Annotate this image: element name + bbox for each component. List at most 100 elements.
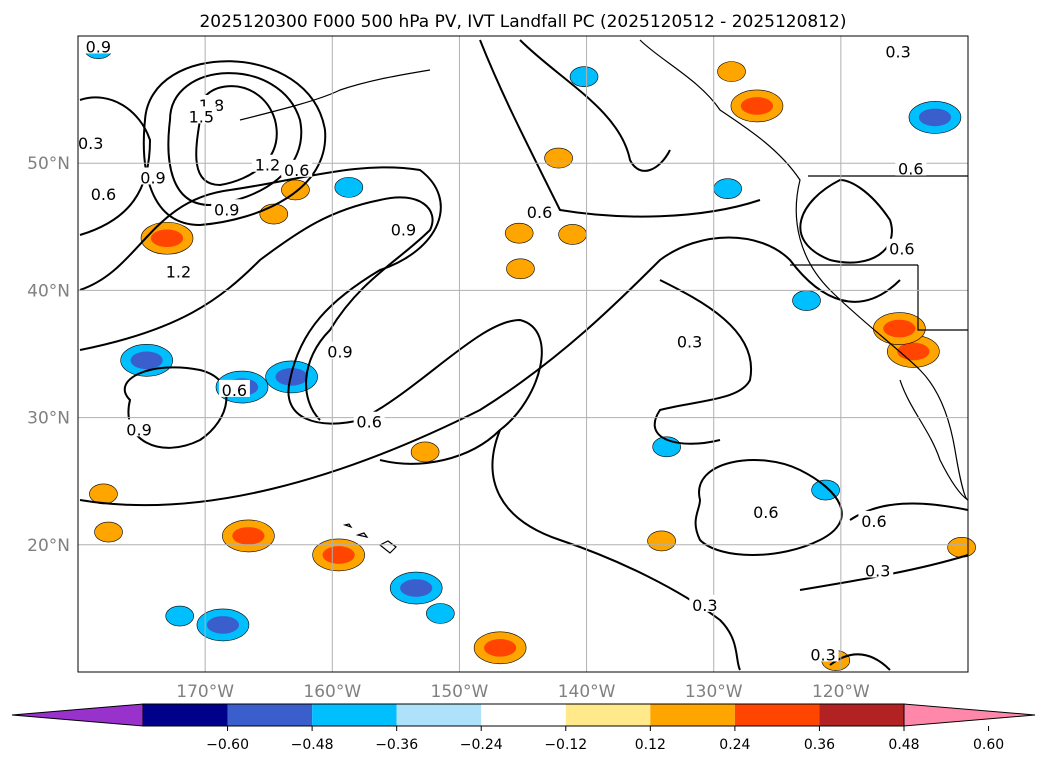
contour-label-bg	[75, 133, 107, 151]
pv-contour-line	[123, 366, 228, 449]
pv-contour-line	[79, 96, 152, 236]
contour-label-bg	[858, 510, 890, 528]
contour-label: 0.9	[140, 168, 165, 187]
negative-ivt-anomaly	[569, 66, 599, 88]
colorbar-segment	[565, 704, 651, 726]
negative-ivt-anomaly	[196, 608, 250, 642]
contour-label: 0.6	[222, 381, 247, 400]
shade-inner	[130, 351, 163, 370]
colorbar-tick-label: 0.60	[973, 737, 1004, 753]
contour-label: 0.3	[885, 43, 910, 62]
shade-outer	[506, 258, 535, 280]
shade-outer	[792, 290, 821, 311]
colorbar-frame	[142, 703, 905, 727]
longitude-tick-label: 140°W	[558, 682, 616, 702]
map-background	[78, 36, 968, 672]
positive-ivt-anomaly	[873, 312, 926, 345]
colorbar-tick-label: −0.24	[460, 737, 503, 753]
shade-inner	[897, 342, 930, 361]
shade-inner	[150, 229, 184, 248]
positive-ivt-anomaly	[259, 203, 289, 225]
contour-label-bg	[524, 201, 556, 219]
contour-label: 0.9	[214, 200, 239, 219]
pv-contour-line	[519, 39, 671, 172]
shade-outer	[569, 66, 599, 88]
colorbar-extend-max	[903, 703, 1036, 727]
colorbar-segment	[396, 704, 482, 726]
latitude-tick-label: 40°N	[27, 281, 70, 301]
negative-ivt-anomaly	[811, 479, 840, 501]
contour-label-bg	[281, 159, 313, 177]
contour-label-bg	[137, 167, 169, 185]
contour-label: 1.2	[166, 263, 191, 282]
shade-inner	[740, 97, 774, 115]
contour-label: 1.2	[255, 156, 280, 175]
figure-title: 2025120300 F000 500 hPa PV, IVT Landfall…	[199, 12, 846, 32]
contour-label-bg	[324, 341, 356, 359]
latitude-tick-label: 20°N	[27, 536, 70, 556]
contour-label-bg	[862, 560, 894, 578]
positive-ivt-anomaly	[140, 221, 194, 255]
contour-label: 0.9	[126, 420, 151, 439]
shade-inner	[400, 579, 433, 597]
contour-label: 0.9	[86, 37, 111, 56]
colorbar-tick-label: −0.36	[375, 737, 418, 753]
colorbar-segment	[650, 704, 735, 726]
colorbar-segment	[227, 704, 313, 726]
shade-outer	[947, 537, 976, 558]
shade-inner	[322, 546, 355, 564]
shade-inner	[483, 639, 517, 657]
contour-label: 0.6	[356, 413, 381, 432]
pv-contour-labels: 0.91.81.50.30.91.2 0.60.60.91.20.90.60.60…	[75, 36, 927, 664]
pv-contour-line	[653, 279, 753, 445]
north-america-coastline	[639, 39, 969, 501]
negative-ivt-anomaly	[334, 177, 364, 198]
shade-outer	[558, 224, 587, 245]
pv-contour-line	[491, 429, 741, 671]
contour-label-bg	[886, 238, 918, 256]
shade-outer	[410, 441, 440, 463]
positive-ivt-anomaly	[410, 441, 440, 463]
ivt-pc-shading	[84, 38, 976, 671]
shade-outer	[94, 521, 123, 543]
negative-ivt-anomaly	[908, 101, 962, 134]
shade-outer	[426, 603, 455, 624]
positive-ivt-anomaly	[730, 89, 784, 123]
shade-outer	[713, 178, 743, 199]
positive-ivt-anomaly	[504, 222, 534, 244]
shade-outer	[334, 177, 364, 198]
contour-label-bg	[123, 419, 155, 437]
positive-ivt-anomaly	[506, 258, 535, 280]
contour-label: 0.6	[889, 240, 914, 259]
contour-label-bg	[674, 331, 706, 349]
colorbar-tick-label: −0.48	[291, 737, 334, 753]
longitude-tick-label: 150°W	[431, 682, 489, 702]
positive-ivt-anomaly	[647, 530, 676, 552]
shade-outer	[165, 605, 195, 627]
pv-contour-line	[79, 196, 434, 421]
colorbar-tick-label: 0.24	[719, 737, 750, 753]
map-frame	[77, 35, 969, 673]
shade-outer	[544, 147, 573, 169]
latitude-tick-labels: 20°N 30°N 40°N 50°N	[27, 154, 70, 556]
negative-ivt-anomaly	[792, 290, 821, 311]
colorbar-segment	[734, 704, 820, 726]
map-gridlines	[78, 36, 968, 672]
contour-label-bg	[882, 41, 914, 59]
colorbar-segment	[819, 704, 904, 726]
positive-ivt-anomaly	[473, 631, 527, 665]
contour-label-bg	[807, 644, 839, 662]
contour-label: 0.9	[327, 343, 352, 362]
contour-label-bg	[211, 199, 243, 217]
contour-label-bg	[82, 36, 114, 54]
positive-ivt-anomaly	[312, 538, 365, 572]
shade-outer	[647, 530, 676, 552]
longitude-tick-labels: 170°W 160°W 150°W 140°W 130°W 120°W	[176, 682, 870, 702]
colorbar: −0.60 −0.48 −0.36 −0.24 −0.12 0.12 0.24 0.36 0.4…	[11, 703, 1036, 753]
coastlines-borders	[239, 39, 969, 554]
longitude-tick-label: 120°W	[812, 682, 870, 702]
shade-inner	[206, 616, 240, 634]
contour-label-bg	[387, 219, 419, 237]
positive-ivt-anomaly	[558, 224, 587, 245]
